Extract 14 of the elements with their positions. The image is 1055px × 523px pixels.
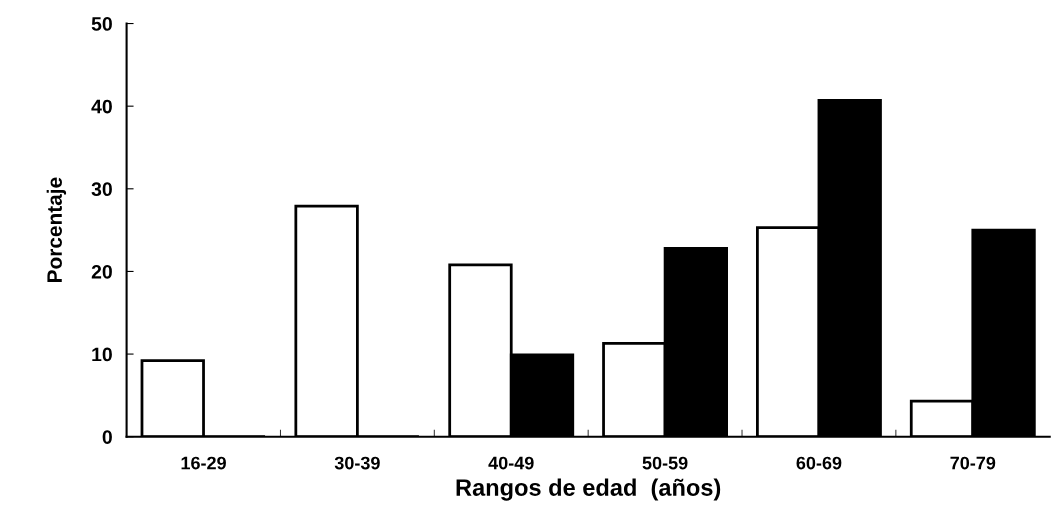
x-tick-label: 70-79 bbox=[950, 456, 996, 470]
x-tick-label: 40-49 bbox=[488, 456, 534, 470]
x-tick-label: 30-39 bbox=[334, 456, 380, 470]
x-tick-label: 16-29 bbox=[181, 456, 226, 470]
y-tick-label: 20 bbox=[91, 264, 112, 279]
y-tick-label: 40 bbox=[91, 99, 112, 114]
y-tick-label: 10 bbox=[92, 347, 112, 362]
y-tick-label: 50 bbox=[91, 17, 112, 31]
x-tick-label: 50-59 bbox=[642, 456, 688, 470]
y-tick-label: 0 bbox=[102, 430, 112, 444]
x-tick-label: 60-69 bbox=[796, 456, 842, 470]
x-axis-title: Rangos de edad (años) bbox=[456, 478, 721, 501]
y-tick-label: 30 bbox=[91, 182, 112, 197]
y-axis-title: Porcentaje bbox=[46, 177, 67, 282]
